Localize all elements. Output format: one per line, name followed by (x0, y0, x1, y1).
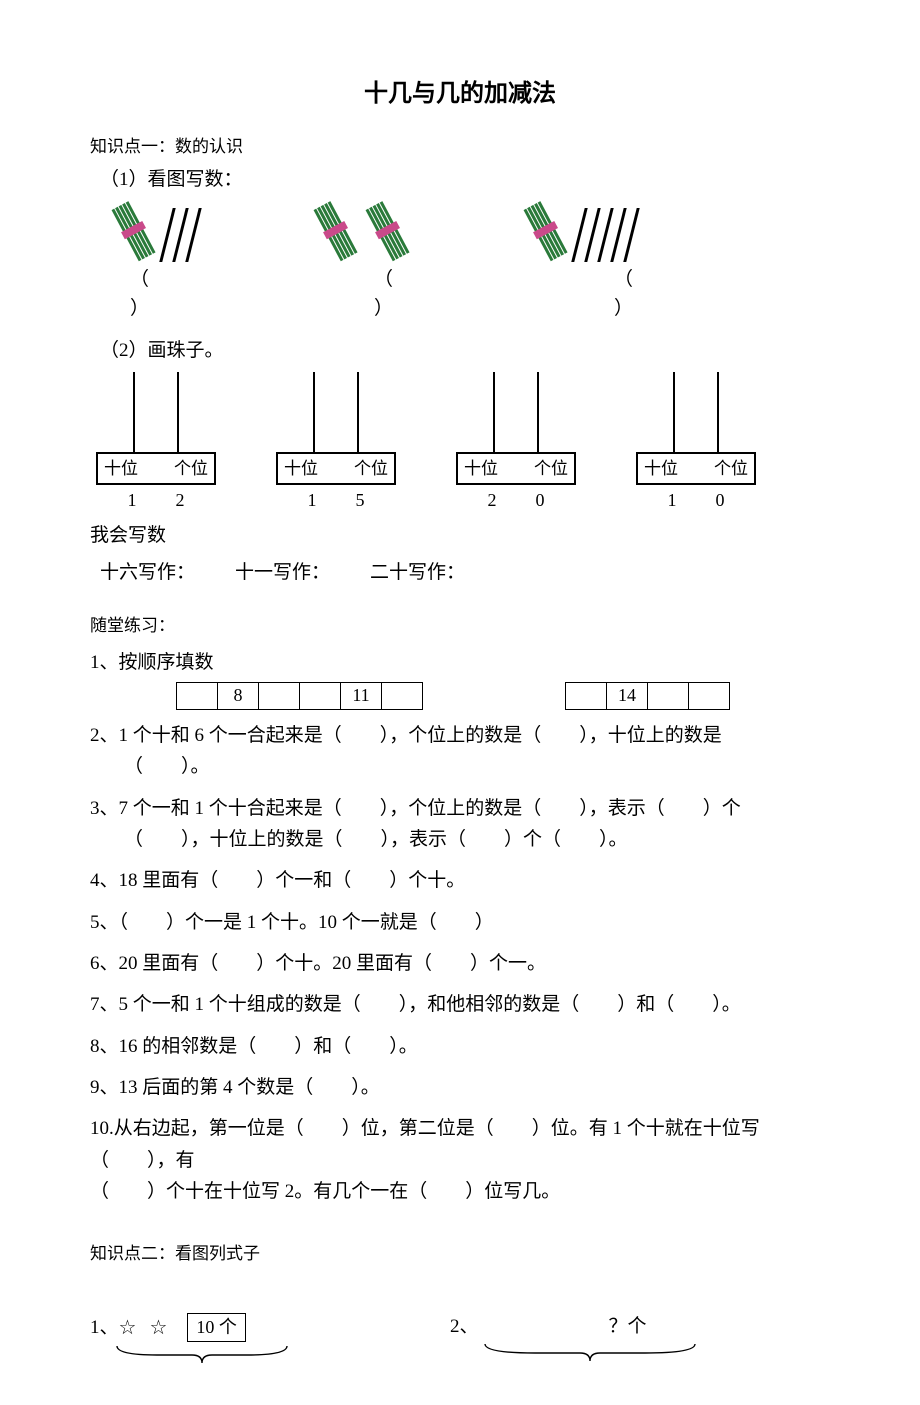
abacus-1: 十位 个位 1 2 (96, 372, 216, 515)
brace-icon (112, 1343, 292, 1365)
box-10: 10 个 (187, 1313, 246, 1342)
stick-group-2 (312, 200, 412, 262)
q2: 2、1 个十和 6 个一合起来是（ ），个位上的数是（ ），十位上的数是（ ）。 (90, 720, 830, 783)
q10: 10.从右边起，第一位是（ ）位，第二位是（ ）位。有 1 个十就在十位写（ ）… (90, 1113, 830, 1207)
stick-group-3 (522, 200, 640, 262)
abacus-4: 十位个位 10 (636, 372, 756, 515)
b2-num: 2、 (450, 1313, 479, 1342)
q3: 3、7 个一和 1 个十合起来是（ ），个位上的数是（ ），表示（ ）个（ ），… (90, 793, 830, 856)
practice-label: 随堂练习： (90, 613, 830, 639)
paren: （ ） (130, 266, 188, 323)
star-icon: ☆ ☆ (119, 1313, 172, 1343)
paren: （ ） (374, 266, 432, 323)
abacus-row: 十位 个位 1 2 十位个位 15 十位个位 20 十位个位 10 (90, 372, 830, 515)
seq-boxes-2: 14 (565, 682, 730, 710)
sub1-label: （1）看图写数： (90, 166, 830, 195)
q8: 8、16 的相邻数是（ ）和（ ）。 (90, 1031, 830, 1062)
paren-row: （ ） （ ） （ ） (90, 266, 830, 323)
loose-sticks (578, 206, 640, 262)
tens-val: 1 (128, 487, 137, 514)
q1: 1、按顺序填数 8 11 14 (90, 647, 830, 710)
stick-group-1 (110, 200, 202, 262)
paren: （ ） (614, 266, 672, 323)
kp2-label: 知识点二：看图列式子 (90, 1241, 830, 1267)
loose-sticks (166, 206, 202, 262)
kp1-label: 知识点一：数的认识 (90, 134, 830, 160)
write-label: 我会写数 (90, 522, 830, 551)
write-20: 二十写作： (370, 559, 465, 588)
brace-icon (480, 1341, 700, 1363)
tens-label: 十位 (104, 456, 138, 482)
ones-val: 2 (176, 487, 185, 514)
bundle-icon (312, 200, 360, 262)
q9: 9、13 后面的第 4 个数是（ ）。 (90, 1072, 830, 1103)
write-11: 十一写作： (235, 559, 330, 588)
page-title: 十几与几的加减法 (90, 76, 830, 112)
ones-label: 个位 (174, 456, 208, 482)
sticks-row (90, 200, 830, 262)
bundle-icon (364, 200, 412, 262)
write-line: 十六写作： 十一写作： 二十写作： (100, 559, 830, 588)
q6: 6、20 里面有（ ）个十。20 里面有（ ）个一。 (90, 948, 830, 979)
bottom-row: 1、 ☆ ☆ 10 个 2、 ？个 (90, 1313, 830, 1365)
seq-boxes-1: 8 11 (176, 682, 423, 710)
sub2-label: （2）画珠子。 (90, 337, 830, 366)
bundle-icon (522, 200, 570, 262)
abacus-2: 十位个位 15 (276, 372, 396, 515)
abacus-3: 十位个位 20 (456, 372, 576, 515)
bundle-icon (110, 200, 158, 262)
q7: 7、5 个一和 1 个十组成的数是（ ），和他相邻的数是（ ）和（ ）。 (90, 989, 830, 1020)
b2-question: ？个 (609, 1313, 647, 1342)
q5: 5、（ ）个一是 1 个十。10 个一就是（ ） (90, 907, 830, 938)
write-16: 十六写作： (100, 559, 195, 588)
b1-num: 1、 (90, 1314, 119, 1343)
q4: 4、18 里面有（ ）个一和（ ）个十。 (90, 865, 830, 896)
